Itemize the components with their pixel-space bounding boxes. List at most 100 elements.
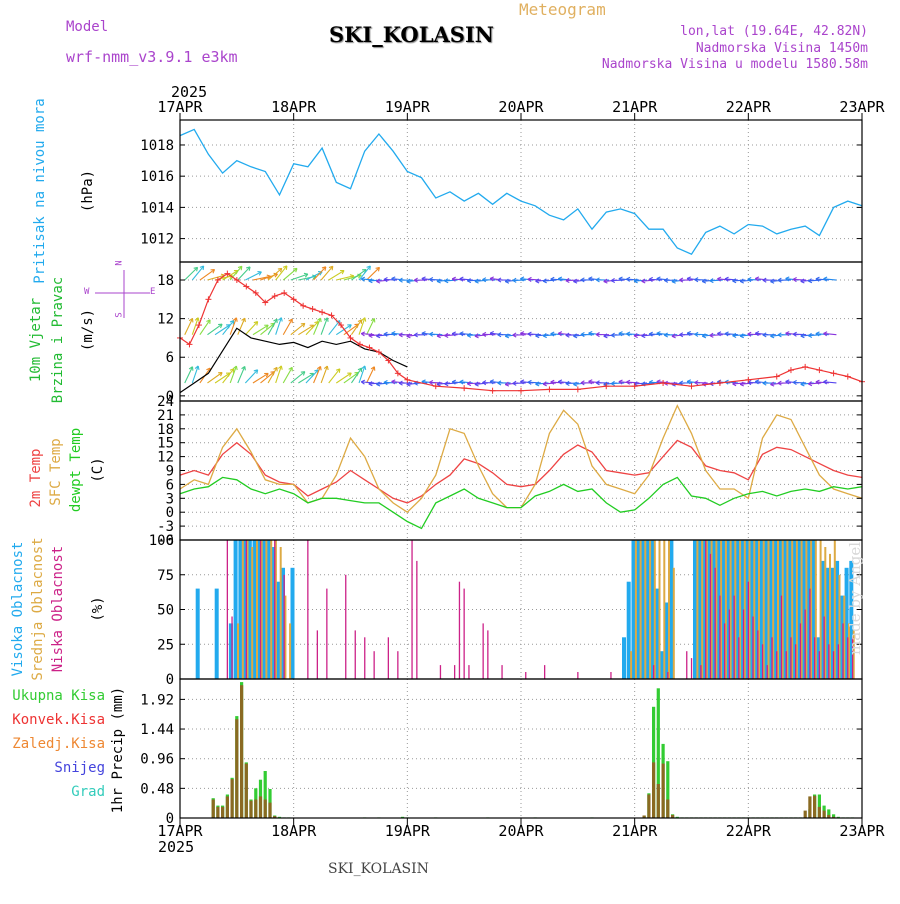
precip-bar-1 [221,807,224,818]
y-tick-label: 75 [157,568,174,584]
cloud-bar-2 [397,651,398,679]
cloud-bar-1 [265,540,267,679]
wind-arrow [203,266,204,270]
y-tick-label: 21 [157,408,174,424]
wind-arrow [786,380,790,382]
wind-arrow [823,277,827,279]
y-tick-label: 1.44 [140,722,174,738]
wind-arrow [823,332,827,334]
cloud-bar-2 [781,596,782,679]
cloud-bar-2 [454,665,455,679]
wind-arrow [566,280,579,281]
wind-arrow [215,373,230,383]
wind-arrow [589,332,593,334]
cloud-bar-2 [416,561,417,679]
precip-bar-1 [818,807,821,818]
cloud-bar-2 [355,630,356,679]
temp-units: (C) [90,457,106,482]
precip-bar-1 [808,796,811,818]
precip-bar-1 [212,800,215,819]
cloud-bar-1 [701,540,703,679]
wind-arrow [611,335,624,336]
cloud-bar-2 [842,623,843,679]
cloud-bar-1 [696,540,698,679]
cloud-bar-2 [374,651,375,679]
time-label-top: 20APR [498,98,544,116]
meteogram-title: Meteogram [519,0,606,19]
wind-arrow [283,367,292,383]
wind-arrow [558,332,562,334]
y-tick-label: 50 [157,603,174,619]
wind-arrow [520,380,524,382]
time-label-bottom: 22APR [726,822,772,840]
wind-arrow [185,367,193,383]
wind-arrow [611,383,624,384]
precip-bar-1 [240,685,243,818]
wind-arrow [321,318,327,335]
wind-arrow [611,280,624,281]
wind-arrow [314,366,321,383]
wind-arrow [619,380,623,382]
cloud-axis-title-high: Visoka Oblacnost [10,542,26,677]
year-bottom: 2025 [158,838,194,856]
cloud-bar-2 [468,665,469,679]
precip-bar-1 [259,796,262,818]
wind-arrow [490,277,494,279]
cloud-axis-title-low: Niska Oblacnost [50,546,66,672]
wind-arrow [281,318,282,322]
temp-axis-title-2m: 2m Temp [28,448,44,507]
cloud-bar-2 [274,540,275,679]
wind-arrow [520,332,524,334]
cloud-units: (%) [90,596,106,621]
cloud-bar-2 [231,617,232,680]
wind-arrow [589,380,593,382]
cloud-bar-1 [635,540,637,679]
model-value: wrf-nmm_v3.9.1 e3km [66,48,238,66]
cloud-bar-2 [525,672,526,679]
cloud-bar-1 [289,623,291,679]
cloud-bar-2 [364,637,365,679]
precip-bar-1 [652,762,655,818]
y-tick-label: 6 [166,350,174,366]
wind-arrow [291,372,305,383]
wind-arrow [687,332,691,334]
temp-axis-title-dewpt: dewpt Temp [68,428,84,512]
wind-arrow [281,366,282,370]
wind-arrow [314,267,326,280]
wind-arrow [291,323,305,334]
cloud-bar-0 [215,589,219,679]
cloud-bar-2 [757,630,758,679]
wind-arrow [321,318,322,322]
cloud-bar-1 [242,540,244,679]
cloud-bar-2 [686,651,687,679]
wind-arrow [207,324,222,334]
wind-arrow [657,277,661,279]
wind-arrow [793,334,806,335]
cloud-bar-2 [743,610,744,680]
precip-bar-1 [823,811,826,818]
cloud-bar-2 [805,610,806,680]
precip-bar-1 [268,803,271,818]
cloud-bar-2 [705,540,706,679]
cloud-bar-2 [814,637,815,679]
wind-arrow [422,380,426,382]
marks-layer [95,129,865,818]
wind-arrow [566,335,579,336]
wind-arrow [558,380,562,382]
wind-arrow [238,366,245,383]
precip-axis-title: 1hr Precip (mm) [110,687,126,813]
time-label-bottom: 21APR [612,822,658,840]
cloud-bar-2 [710,554,711,679]
wind-arrow [283,319,292,335]
cloud-axis-title-mid: Srednja Oblacnost [30,537,46,680]
cloud-bar-2 [819,651,820,679]
cloud-bar-2 [738,637,739,679]
model-elevation-label: Nadmorska Visina u modelu 1580.58m [602,57,868,72]
y-tick-label: 3 [166,491,174,507]
wind-axis-title-1: 10m Vjetar [28,298,44,382]
wind-arrow [198,366,199,370]
wind-gust-line [180,274,862,391]
wind-arrow [384,279,397,280]
y-tick-label: 1018 [140,138,174,154]
wind-arrow [748,279,761,280]
